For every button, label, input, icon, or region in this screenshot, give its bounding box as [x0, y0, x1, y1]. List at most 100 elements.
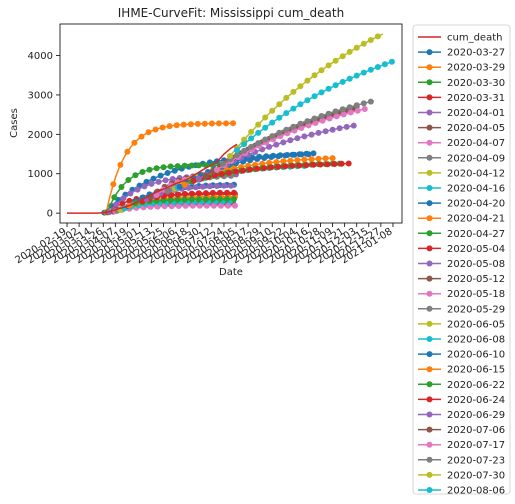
forecast-point — [324, 161, 331, 168]
forecast-point — [167, 197, 174, 203]
forecast-point — [232, 202, 238, 209]
forecast-point — [303, 162, 310, 169]
legend-label: 2020-06-15 — [447, 365, 505, 376]
forecast-point — [301, 133, 308, 140]
forecast-point — [374, 33, 381, 40]
forecast-point — [275, 163, 282, 170]
forecast-point — [266, 143, 273, 150]
legend-item: 2020-06-08 — [418, 335, 505, 346]
forecast-point — [160, 197, 167, 204]
forecast-point — [290, 88, 297, 95]
legend-label: 2020-07-30 — [447, 470, 505, 481]
forecast-point — [120, 195, 127, 202]
legend: cum_death 2020-03-27 2020-03-29 2020-03-30 2… — [412, 24, 511, 497]
legend-item: cum_death — [418, 33, 502, 44]
forecast-point — [215, 120, 222, 127]
legend-marker — [426, 351, 433, 358]
forecast-point — [138, 133, 145, 140]
legend-item: 2020-04-27 — [418, 229, 505, 240]
forecast-point — [117, 161, 124, 168]
forecast-point — [141, 183, 148, 190]
legend-item: 2020-07-23 — [418, 455, 505, 466]
forecast-point — [131, 139, 138, 146]
forecast-point — [164, 170, 171, 176]
forecast-point — [332, 108, 339, 115]
forecast-point — [185, 184, 192, 191]
forecast-point — [180, 121, 187, 128]
forecast-point — [125, 177, 132, 183]
forecast-point — [145, 129, 152, 136]
forecast-point — [360, 69, 367, 76]
forecast-point — [192, 184, 199, 191]
forecast-point — [159, 124, 166, 131]
forecast-point — [268, 154, 275, 160]
legend-marker — [426, 411, 433, 418]
forecast-point — [333, 113, 340, 120]
legend-label: 2020-06-10 — [447, 350, 505, 361]
legend-marker — [426, 185, 433, 191]
forecast-point — [381, 61, 388, 68]
forecast-point — [181, 196, 188, 203]
forecast-point — [127, 190, 134, 197]
legend-marker — [426, 456, 433, 463]
legend-marker — [426, 49, 433, 56]
chart-title: IHME-CurveFit: Mississippi cum_death — [118, 6, 344, 20]
legend-label: 2020-05-29 — [447, 304, 505, 315]
forecast-point — [113, 201, 120, 208]
forecast-point — [325, 62, 332, 69]
legend-item: 2020-04-12 — [418, 168, 505, 179]
forecast-point — [294, 135, 301, 142]
forecast-point — [226, 169, 232, 176]
forecast-point — [310, 150, 317, 157]
forecast-point — [181, 190, 188, 197]
legend-label: 2020-08-06 — [447, 486, 505, 497]
y-axis: 0 1000 2000 3000 4000 — [28, 51, 60, 220]
forecast-point — [336, 125, 343, 132]
legend-marker — [426, 64, 433, 71]
forecast-point — [353, 102, 360, 109]
forecast-point — [224, 196, 230, 202]
legend-marker — [426, 245, 433, 252]
forecast-point — [322, 128, 329, 135]
forecast-point — [318, 113, 325, 119]
forecast-point — [160, 164, 167, 171]
forecast-point — [346, 48, 353, 55]
forecast-point — [118, 184, 125, 190]
forecast-point — [174, 191, 181, 198]
forecast-point — [343, 123, 350, 130]
forecast-point — [296, 162, 303, 169]
forecast-point — [220, 160, 226, 167]
forecast-point — [266, 159, 273, 166]
y-tick-label: 3000 — [28, 90, 53, 101]
forecast-point — [280, 139, 287, 146]
forecast-point — [190, 177, 197, 184]
forecast-point — [311, 93, 318, 100]
x-axis-label: Date — [219, 267, 243, 278]
forecast-point — [276, 114, 283, 121]
forecast-point — [331, 161, 338, 167]
legend-item: 2020-05-29 — [418, 304, 505, 315]
forecast-point — [254, 156, 261, 162]
forecast-point — [213, 183, 220, 189]
legend-label: 2020-04-21 — [447, 214, 505, 225]
forecast-point — [269, 133, 276, 140]
forecast-point — [228, 182, 234, 189]
forecast-point — [367, 37, 374, 43]
legend-label: cum_death — [447, 33, 502, 44]
forecast-point — [152, 126, 159, 133]
forecast-point — [162, 177, 169, 184]
legend-item: 2020-06-05 — [418, 319, 505, 330]
forecast-point — [201, 120, 208, 127]
forecast-point — [319, 117, 326, 124]
legend-label: 2020-07-17 — [447, 440, 505, 451]
forecast-point — [241, 136, 248, 143]
forecast-point — [248, 128, 255, 135]
forecast-point — [255, 140, 262, 147]
forecast-point — [218, 171, 225, 177]
forecast-point — [347, 109, 354, 116]
legend-marker — [426, 154, 433, 161]
legend-label: 2020-07-06 — [447, 425, 505, 436]
forecast-point — [119, 200, 126, 207]
forecast-point — [360, 100, 367, 107]
